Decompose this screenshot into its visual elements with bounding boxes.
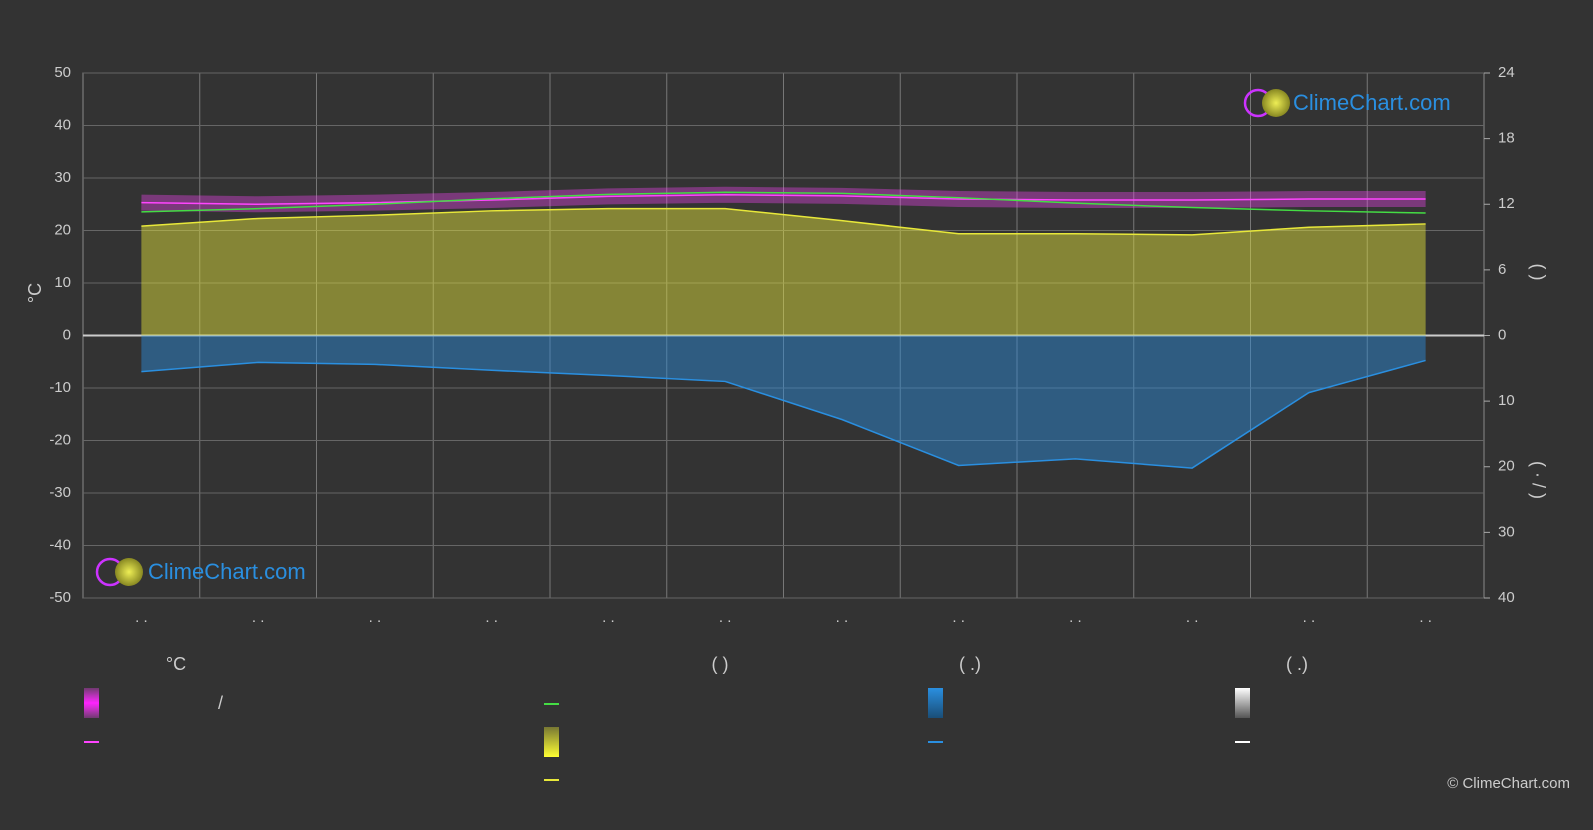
- line: [141, 359, 1426, 469]
- y3-axis-label: ( · / ): [1528, 461, 1548, 499]
- watermark-text: ClimeChart.com: [148, 559, 306, 584]
- x-tick-label: . .: [1069, 609, 1082, 626]
- legend-header: ( .): [1286, 654, 1308, 674]
- y2-tick-label: 6: [1498, 261, 1506, 278]
- legend-header: ( .): [959, 654, 981, 674]
- area: [141, 208, 1426, 336]
- y-tick-label: -10: [49, 379, 71, 396]
- x-tick-label: . .: [1303, 609, 1316, 626]
- line: [141, 191, 1426, 214]
- x-tick-label: . .: [485, 609, 498, 626]
- y3-tick-label: 20: [1498, 458, 1515, 475]
- watermark-text: ClimeChart.com: [1293, 90, 1451, 115]
- y3-tick-label: 30: [1498, 523, 1515, 540]
- y2-tick-label: 18: [1498, 130, 1515, 147]
- y-tick-label: 30: [54, 169, 71, 186]
- legend-swatch: [928, 688, 943, 718]
- x-tick-label: . .: [602, 609, 615, 626]
- line: [141, 194, 1426, 206]
- legend-text: /: [218, 693, 223, 713]
- copyright: © ClimeChart.com: [1447, 775, 1570, 792]
- watermark-bottom: ClimeChart.com: [95, 557, 306, 587]
- y-tick-label: -20: [49, 431, 71, 448]
- y-tick-label: 0: [63, 326, 71, 343]
- x-tick-label: . .: [369, 609, 382, 626]
- logo-sun: [1262, 89, 1290, 117]
- y2-tick-label: 12: [1498, 195, 1515, 212]
- legend-header: ( ): [712, 654, 729, 674]
- y-tick-label: 20: [54, 221, 71, 238]
- y2-axis-label: ( ): [1528, 264, 1548, 281]
- x-tick-label: . .: [1186, 609, 1199, 626]
- watermark-top: ClimeChart.com: [1243, 88, 1451, 118]
- plot: . . . . . . . . . . . . . . . . . . . . . . . . 50 40…: [49, 64, 1514, 626]
- x-tick-label: . .: [952, 609, 965, 626]
- x-tick-label: . .: [836, 609, 849, 626]
- legend-swatch: [84, 688, 99, 718]
- line: [141, 207, 1426, 236]
- y-tick-label: -50: [49, 589, 71, 606]
- legend-swatch: [544, 727, 559, 757]
- y2-tick-label: 0: [1498, 326, 1506, 343]
- y-axis-label: °C: [25, 283, 45, 303]
- y-tick-label: 50: [54, 64, 71, 81]
- x-tick-label: . .: [135, 609, 148, 626]
- y-tick-label: -30: [49, 484, 71, 501]
- y3-tick-label: 10: [1498, 392, 1515, 409]
- x-tick-label: . .: [1419, 609, 1432, 626]
- y2-tick-label: 24: [1498, 64, 1515, 81]
- x-tick-label: . .: [252, 609, 265, 626]
- legend-header: °C: [166, 654, 186, 674]
- y-tick-label: 40: [54, 116, 71, 133]
- logo-sun: [115, 558, 143, 586]
- y-tick-label: 10: [54, 274, 71, 291]
- legend-swatch: [1235, 688, 1250, 718]
- y3-tick-label: 40: [1498, 589, 1515, 606]
- x-tick-label: . .: [719, 609, 732, 626]
- y-tick-label: -40: [49, 536, 71, 553]
